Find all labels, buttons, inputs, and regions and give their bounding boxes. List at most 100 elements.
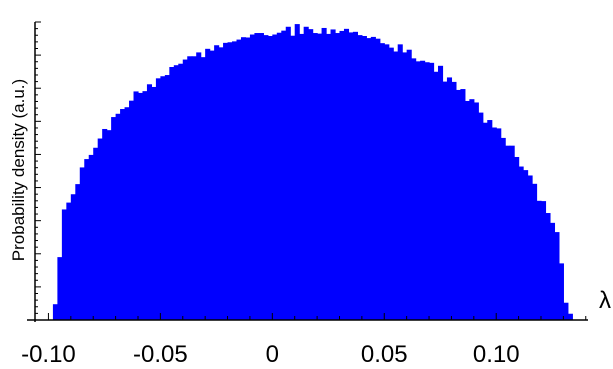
histogram-bar [558, 263, 564, 320]
histogram-bar [164, 75, 170, 320]
histogram-bar [173, 65, 179, 321]
histogram-bar [102, 128, 108, 320]
histogram-bar [308, 29, 314, 321]
histogram-bar [146, 84, 153, 320]
histogram-bar [317, 33, 323, 321]
histogram-bar [84, 159, 90, 320]
histogram-bar [299, 33, 305, 321]
histogram-bar [352, 31, 358, 321]
histogram-bar [52, 304, 58, 320]
histogram-bar [343, 28, 350, 320]
histogram-bar [357, 35, 363, 321]
histogram-bar [433, 71, 439, 321]
histogram-bar [70, 194, 76, 320]
histogram-bar [187, 56, 193, 321]
histogram-bar [258, 33, 264, 320]
histogram-bar [111, 117, 117, 320]
histogram-bar [218, 47, 224, 320]
histogram-bar [240, 37, 247, 320]
histogram-bar [460, 89, 466, 320]
histogram-bar [505, 145, 511, 320]
histogram-bar [554, 232, 560, 320]
x-tick-label: 0.10 [473, 341, 520, 364]
histogram-bar [384, 44, 390, 320]
histogram-bar [285, 26, 291, 321]
histogram-bar [93, 147, 99, 320]
histogram-bar [129, 100, 135, 320]
histogram-bar [294, 24, 300, 321]
histogram-bar [509, 145, 515, 320]
histogram-bar [491, 127, 497, 321]
histogram-bar [330, 29, 336, 320]
histogram-bar [254, 33, 260, 320]
x-axis-tick-labels: -0.10 -0.05 0 0.05 0.10 [21, 341, 520, 368]
histogram-bar [151, 86, 157, 321]
histogram-bar [339, 30, 345, 320]
histogram-bar [366, 38, 372, 321]
x-tick-label: -0.10 [21, 341, 76, 364]
histogram-bar [232, 41, 238, 321]
histogram-bar [487, 120, 493, 320]
histogram-bar [348, 32, 354, 321]
histogram-bar [326, 33, 332, 321]
histogram-bar [478, 112, 484, 320]
histogram-bar [402, 52, 408, 321]
histogram-bar [223, 42, 229, 321]
histogram-bar [276, 32, 282, 320]
histogram-bar [482, 122, 488, 320]
histogram-bar [191, 56, 197, 321]
histogram-bar [514, 156, 520, 320]
histogram-bar [375, 38, 381, 320]
x-tick-label: 0.05 [361, 341, 408, 364]
histogram-bar [142, 91, 148, 320]
histogram-bar [335, 33, 341, 320]
histogram-bar [312, 33, 318, 320]
y-axis-label: Probability density (a.u.) [9, 79, 28, 261]
histogram-bar [178, 63, 184, 320]
histogram-bar [209, 50, 215, 321]
histogram-bar [527, 175, 533, 320]
histogram-bar [540, 201, 547, 320]
histogram-bar [281, 30, 287, 320]
histogram-bar [75, 184, 81, 320]
histogram-bar [438, 65, 444, 320]
histogram-bar [137, 92, 144, 320]
x-tick-label: -0.05 [133, 341, 188, 364]
histogram-bar [446, 77, 453, 321]
histogram-bar [370, 36, 376, 321]
histogram-bar [249, 34, 256, 321]
histogram-bar [464, 100, 470, 320]
histogram-bar [536, 200, 542, 320]
histogram-bar [106, 130, 112, 320]
histogram-bar [236, 39, 242, 320]
histogram-bar [451, 81, 457, 321]
histogram-bar [424, 62, 430, 320]
histogram-bar [169, 67, 175, 320]
histogram-bar [455, 89, 461, 320]
histogram-bar [303, 26, 309, 321]
histogram-bar [155, 78, 161, 320]
histogram-bar [66, 202, 72, 320]
histogram-bar [393, 51, 399, 320]
histogram-bar [397, 44, 403, 320]
histogram-bar [567, 313, 573, 320]
histogram-bar [196, 52, 202, 321]
histogram-bar [205, 48, 211, 320]
histogram-bar [61, 209, 67, 320]
x-axis-label: λ [599, 287, 611, 314]
histogram-bar [321, 27, 327, 321]
histogram-bar [388, 47, 394, 320]
histogram-bar [79, 167, 85, 320]
histogram-bar [97, 138, 103, 320]
histogram-bar [115, 113, 121, 320]
histogram-bar [227, 42, 233, 320]
histogram-bar [200, 57, 206, 320]
histogram-bar [160, 76, 166, 321]
histogram-bar [545, 213, 551, 320]
histogram-bar [124, 107, 130, 320]
x-axis-ticks [47, 313, 587, 320]
histogram-bar [429, 62, 435, 320]
histogram-bar [182, 59, 188, 321]
